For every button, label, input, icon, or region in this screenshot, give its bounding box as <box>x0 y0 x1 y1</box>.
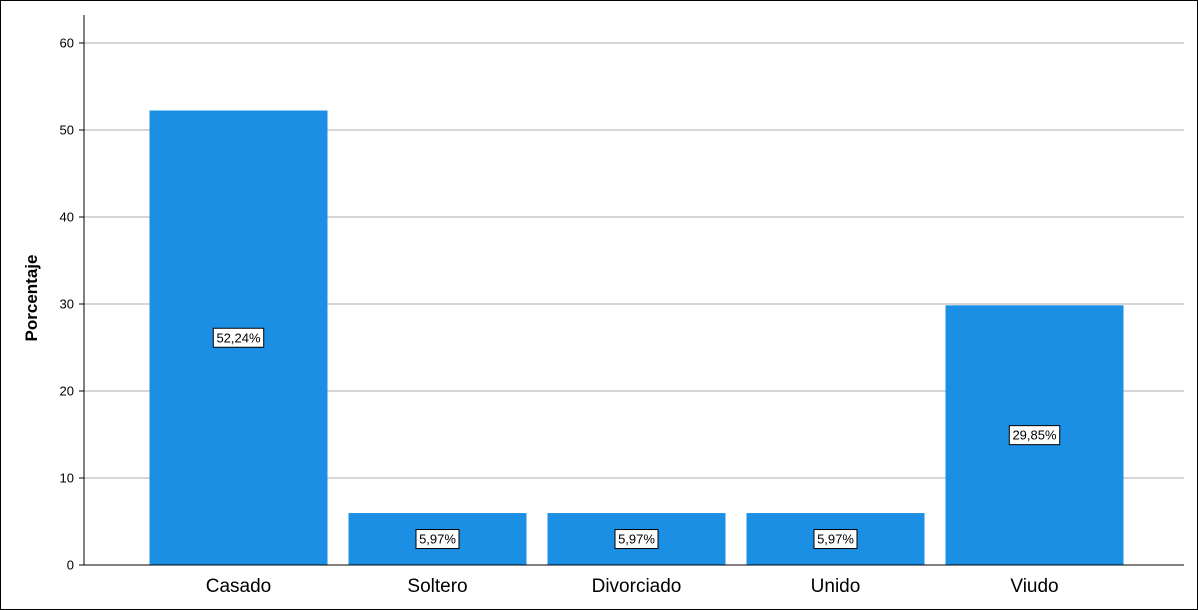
data-label: 5,97% <box>813 529 858 550</box>
x-category-label: Soltero <box>407 576 467 597</box>
data-label-text: 52,24% <box>216 330 261 345</box>
x-category-label: Viudo <box>1010 576 1058 597</box>
y-tick-label: 30 <box>60 297 74 312</box>
data-label-box <box>813 529 858 550</box>
data-label-box <box>1008 425 1061 446</box>
y-tick-label: 20 <box>60 384 74 399</box>
y-tick-label: 10 <box>60 471 74 486</box>
data-label-text: 5,97% <box>618 532 655 547</box>
y-tick-label: 60 <box>60 36 74 51</box>
data-label-text: 29,85% <box>1012 428 1057 443</box>
x-category-label: Unido <box>811 576 861 597</box>
data-label: 5,97% <box>614 529 659 550</box>
y-tick-label: 0 <box>67 558 74 573</box>
x-category-labels: Casado Soltero Divorciado Unido Viudo <box>206 576 1059 597</box>
data-label-text: 5,97% <box>419 532 456 547</box>
data-label-text: 5,97% <box>817 532 854 547</box>
y-axis-label: Porcentaje <box>22 255 41 342</box>
x-category-label: Casado <box>206 576 272 597</box>
y-tick-label: 50 <box>60 123 74 138</box>
x-category-label: Divorciado <box>592 576 682 597</box>
data-label-box <box>212 327 265 348</box>
data-label: 52,24% <box>212 327 265 348</box>
data-label-box <box>415 529 460 550</box>
y-tick-labels: 0 10 20 30 40 50 60 <box>60 36 84 573</box>
data-label: 5,97% <box>415 529 460 550</box>
data-label-box <box>614 529 659 550</box>
bars <box>149 110 1124 566</box>
axes <box>83 15 1184 566</box>
data-label: 29,85% <box>1008 425 1061 446</box>
y-tick-label: 40 <box>60 210 74 225</box>
data-labels: 52,24% 5,97% 5,97% 5,97% 29,85% <box>212 327 1061 550</box>
